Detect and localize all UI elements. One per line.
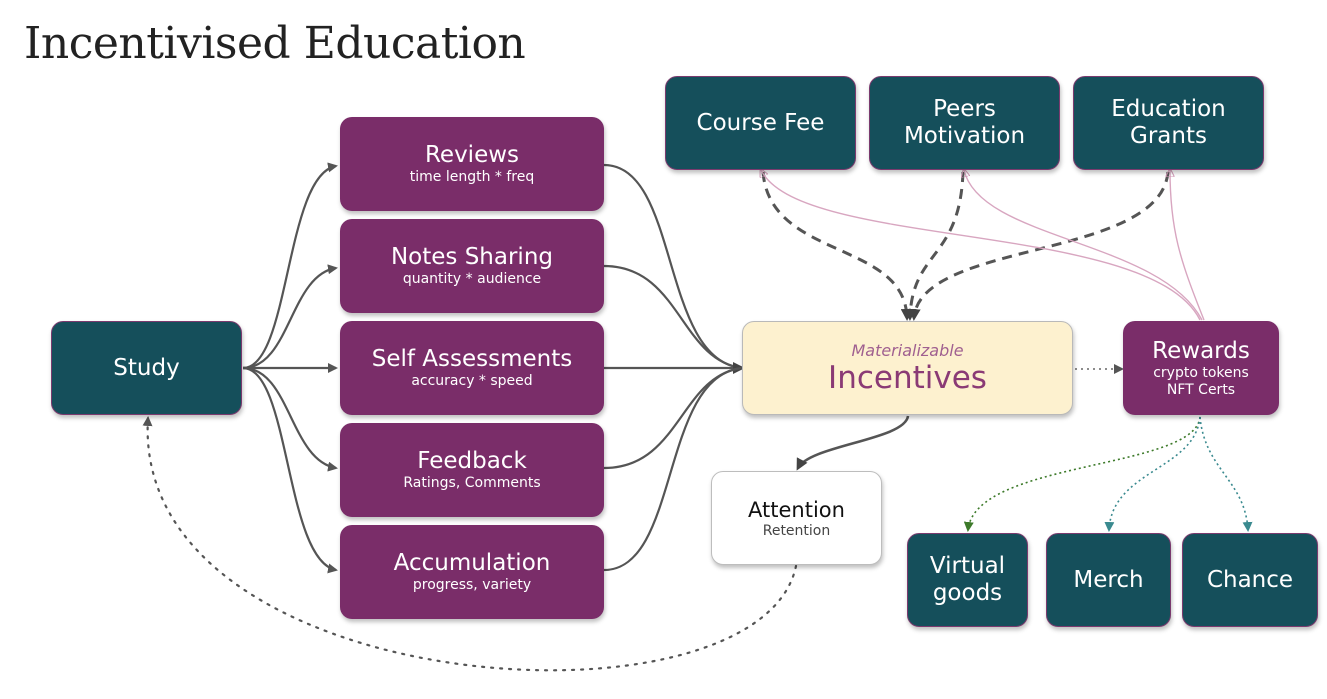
node-feedback: Feedback Ratings, Comments bbox=[340, 423, 604, 517]
rewards-to-sources-edges bbox=[761, 170, 1205, 321]
feedback-sub: Ratings, Comments bbox=[403, 475, 541, 491]
accumulation-label: Accumulation bbox=[393, 550, 551, 576]
node-education-grants: Education Grants bbox=[1073, 76, 1264, 170]
peers-motivation-line1: Peers bbox=[933, 96, 996, 122]
course-fee-label: Course Fee bbox=[696, 109, 825, 136]
edge-grants-incentives bbox=[908, 171, 1170, 321]
edge-study-reviews bbox=[242, 162, 338, 370]
edge-accumulation-incentives bbox=[603, 366, 743, 572]
edge-rewards-merch bbox=[1104, 416, 1201, 532]
self-assessments-label: Self Assessments bbox=[371, 346, 573, 372]
accumulation-sub: progress, variety bbox=[412, 577, 532, 593]
feedback-label: Feedback bbox=[417, 448, 527, 474]
incentives-sub: Materializable bbox=[851, 340, 964, 360]
edge-feedback-incentives bbox=[603, 366, 743, 470]
merch-label: Merch bbox=[1073, 566, 1144, 593]
edge-incentives-attention bbox=[796, 415, 910, 471]
node-reviews: Reviews time length * freq bbox=[340, 117, 604, 211]
reviews-label: Reviews bbox=[424, 142, 520, 168]
edge-peers-incentives bbox=[904, 171, 965, 321]
education-grants-line1: Education bbox=[1111, 96, 1226, 122]
node-study: Study bbox=[51, 321, 242, 415]
node-virtual-goods: Virtual goods bbox=[907, 533, 1028, 627]
edge-coursefee-incentives bbox=[761, 171, 913, 321]
edge-study-feedback bbox=[242, 366, 338, 472]
edge-rewards-coursefee bbox=[761, 170, 1201, 321]
edge-rewards-chance bbox=[1199, 416, 1253, 532]
edge-study-accumulation bbox=[242, 366, 338, 574]
study-label: Study bbox=[113, 354, 180, 381]
chance-label: Chance bbox=[1206, 566, 1294, 593]
edge-notes-incentives bbox=[603, 264, 743, 370]
sources-to-incentives-edges bbox=[761, 171, 1170, 321]
metrics-to-incentives-edges bbox=[603, 163, 745, 572]
edge-rewards-virtual bbox=[963, 416, 1201, 532]
notes-sharing-sub: quantity * audience bbox=[402, 271, 542, 287]
education-grants-line2: Grants bbox=[1130, 123, 1207, 149]
rewards-sub1: crypto tokens bbox=[1153, 364, 1249, 381]
edge-attention-study bbox=[142, 416, 798, 672]
node-accumulation: Accumulation progress, variety bbox=[340, 525, 604, 619]
attention-sub: Retention bbox=[762, 522, 831, 539]
edge-reviews-incentives bbox=[603, 163, 743, 370]
edge-rewards-peers bbox=[964, 170, 1203, 321]
peers-motivation-line2: Motivation bbox=[903, 123, 1026, 149]
node-peers-motivation: Peers Motivation bbox=[869, 76, 1060, 170]
node-self-assessments: Self Assessments accuracy * speed bbox=[340, 321, 604, 415]
node-course-fee: Course Fee bbox=[665, 76, 856, 170]
notes-sharing-label: Notes Sharing bbox=[390, 244, 554, 270]
node-chance: Chance bbox=[1182, 533, 1318, 627]
virtual-goods-line2: goods bbox=[932, 580, 1003, 606]
self-assessments-sub: accuracy * speed bbox=[411, 373, 533, 389]
page-title: Incentivised Education bbox=[24, 18, 526, 69]
rewards-label: Rewards bbox=[1152, 337, 1250, 364]
reviews-sub: time length * freq bbox=[409, 169, 535, 185]
node-rewards: Rewards crypto tokens NFT Certs bbox=[1123, 321, 1279, 415]
node-merch: Merch bbox=[1046, 533, 1171, 627]
virtual-goods-line1: Virtual bbox=[929, 553, 1006, 579]
attention-label: Attention bbox=[748, 497, 845, 522]
node-attention: Attention Retention bbox=[711, 471, 882, 565]
study-to-metrics-edges bbox=[242, 162, 338, 574]
rewards-sub2: NFT Certs bbox=[1166, 381, 1236, 398]
incentives-label: Incentives bbox=[828, 359, 987, 396]
node-notes-sharing: Notes Sharing quantity * audience bbox=[340, 219, 604, 313]
edge-study-notes bbox=[242, 264, 338, 370]
node-incentives: Materializable Incentives bbox=[742, 321, 1073, 415]
edge-rewards-grants bbox=[1170, 170, 1205, 321]
